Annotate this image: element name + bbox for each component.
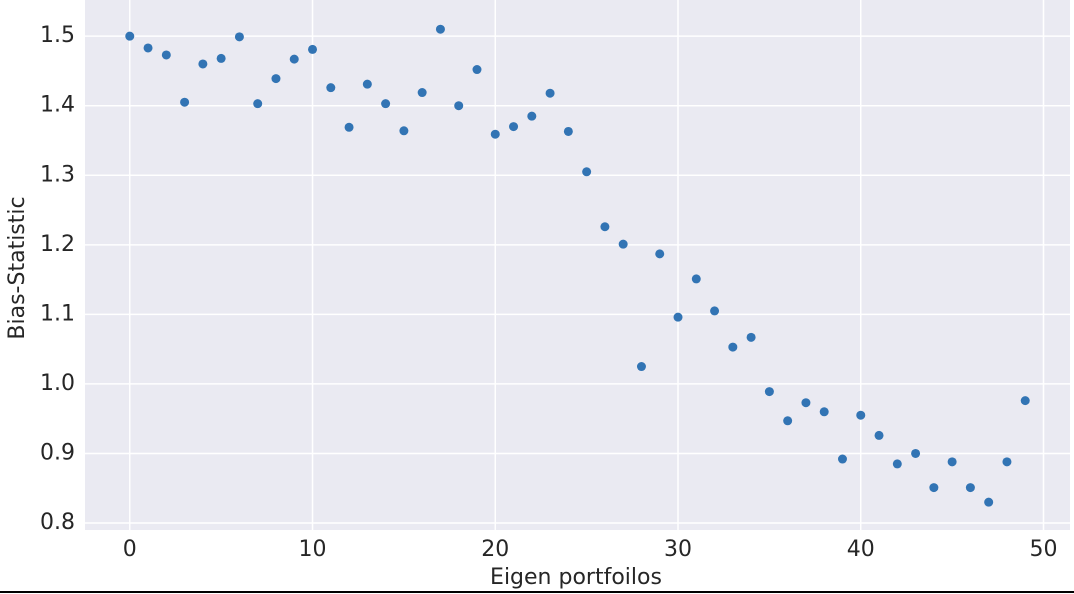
x-tick-label: 10 (299, 537, 327, 562)
x-tick-label: 30 (664, 537, 692, 562)
point (490, 129, 500, 139)
x-tick-label: 20 (481, 537, 509, 562)
point (984, 497, 994, 507)
point (856, 410, 866, 420)
point (435, 24, 445, 34)
point (472, 65, 482, 75)
plot-area (85, 0, 1070, 530)
point (253, 99, 263, 109)
point (545, 88, 555, 98)
point (892, 459, 902, 469)
x-tick-label: 40 (847, 537, 875, 562)
point (563, 126, 573, 136)
point (929, 483, 939, 493)
point (399, 126, 409, 136)
point (308, 44, 318, 54)
point (381, 99, 391, 109)
point (143, 43, 153, 53)
y-axis-label: Bias-Statistic (5, 196, 30, 339)
point (783, 416, 793, 426)
point (874, 430, 884, 440)
point (417, 88, 427, 98)
point (180, 97, 190, 107)
point (819, 407, 829, 417)
point (344, 122, 354, 132)
point (509, 122, 519, 132)
x-axis-label: Eigen portfoilos (490, 565, 662, 590)
point (161, 50, 171, 60)
point (710, 306, 720, 316)
point (1002, 457, 1012, 467)
point (125, 31, 135, 41)
point (801, 398, 811, 408)
point (764, 387, 774, 397)
point (655, 249, 665, 259)
point (911, 448, 921, 458)
point (1020, 396, 1030, 406)
y-tick-label: 1.5 (40, 23, 75, 48)
point (746, 332, 756, 342)
point (234, 32, 244, 42)
x-tick-label: 50 (1030, 537, 1058, 562)
point (673, 312, 683, 322)
point (636, 362, 646, 372)
point (691, 274, 701, 284)
point (362, 79, 372, 89)
point (289, 54, 299, 64)
point (271, 74, 281, 84)
y-tick-label: 1.2 (40, 232, 75, 257)
point (216, 53, 226, 63)
point (947, 457, 957, 467)
point (527, 111, 537, 121)
point (837, 454, 847, 464)
y-tick-label: 1.1 (40, 301, 75, 326)
point (965, 483, 975, 493)
x-tick-label: 0 (123, 537, 137, 562)
y-tick-label: 0.8 (40, 510, 75, 535)
point (728, 342, 738, 352)
y-tick-label: 1.3 (40, 162, 75, 187)
y-tick-label: 1.0 (40, 371, 75, 396)
y-tick-label: 1.4 (40, 93, 75, 118)
point (618, 239, 628, 249)
point (326, 83, 336, 93)
point (600, 222, 610, 232)
point (582, 167, 592, 177)
point (454, 101, 464, 111)
y-tick-label: 0.9 (40, 440, 75, 465)
point (198, 59, 208, 69)
